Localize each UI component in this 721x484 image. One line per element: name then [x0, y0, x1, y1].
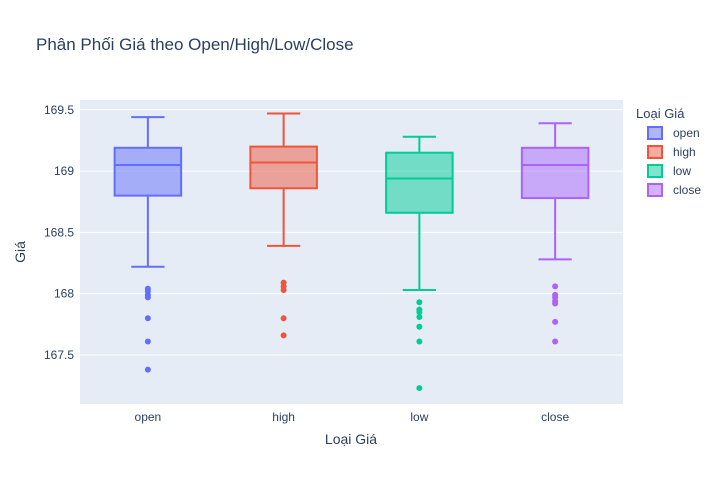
- x-tick-label: open: [135, 410, 162, 424]
- x-tick-label: close: [541, 410, 569, 424]
- outlier-point: [552, 338, 559, 345]
- legend-label: close: [673, 183, 701, 197]
- box-open: [113, 116, 183, 373]
- outlier-point: [416, 338, 423, 345]
- legend-item-low[interactable]: low: [647, 164, 691, 178]
- outlier-point: [552, 300, 559, 307]
- legend-label: open: [673, 126, 700, 140]
- y-tick-label: 168.5: [44, 225, 74, 239]
- outlier-point: [144, 294, 151, 301]
- iqr-box: [249, 145, 318, 190]
- legend-label: high: [673, 145, 696, 159]
- chart-title: Phân Phối Giá theo Open/High/Low/Close: [36, 35, 354, 54]
- y-tick-label: 169.5: [44, 103, 74, 117]
- iqr-box: [520, 146, 590, 200]
- legend-title: Loại Giá: [636, 106, 685, 121]
- outlier-point: [552, 283, 559, 290]
- legend-swatch: [647, 126, 663, 140]
- boxes: [113, 112, 590, 392]
- outlier-point: [416, 323, 423, 330]
- outlier-point: [416, 385, 423, 392]
- y-tick-label: 168: [54, 287, 74, 301]
- iqr-box: [385, 151, 454, 214]
- x-axis-title: Loại Giá: [325, 431, 377, 447]
- legend-label: low: [673, 164, 691, 178]
- outlier-point: [280, 287, 287, 293]
- outlier-point: [416, 309, 423, 316]
- x-tick-label: low: [410, 410, 428, 424]
- box-high: [249, 112, 318, 339]
- box-low: [385, 135, 454, 392]
- outlier-point: [416, 299, 423, 306]
- outlier-point: [416, 313, 423, 320]
- plot-area: [80, 100, 623, 404]
- y-tick-label: 169: [54, 164, 74, 178]
- outlier-point: [552, 318, 559, 325]
- legend-item-high[interactable]: high: [647, 145, 696, 159]
- legend-swatch: [647, 183, 663, 197]
- legend-item-open[interactable]: open: [647, 126, 700, 140]
- y-tick-label: 167.5: [44, 348, 74, 362]
- y-axis-ticks: 167.5 168 168.5 169 169.5: [44, 103, 74, 362]
- outlier-point: [280, 332, 287, 339]
- x-axis-ticks: open high low close: [135, 410, 570, 424]
- outlier-point: [144, 338, 151, 345]
- outlier-point: [144, 366, 151, 373]
- x-tick-label: high: [272, 410, 295, 424]
- y-axis-title: Giá: [12, 241, 28, 263]
- legend-item-close[interactable]: close: [647, 183, 701, 197]
- legend-swatch: [647, 164, 663, 178]
- legend: Loại Giá open high low close: [636, 106, 701, 197]
- box-close: [520, 122, 590, 345]
- outlier-point: [144, 315, 151, 322]
- legend-swatch: [647, 145, 663, 159]
- outlier-point: [280, 315, 287, 322]
- iqr-box: [113, 146, 183, 197]
